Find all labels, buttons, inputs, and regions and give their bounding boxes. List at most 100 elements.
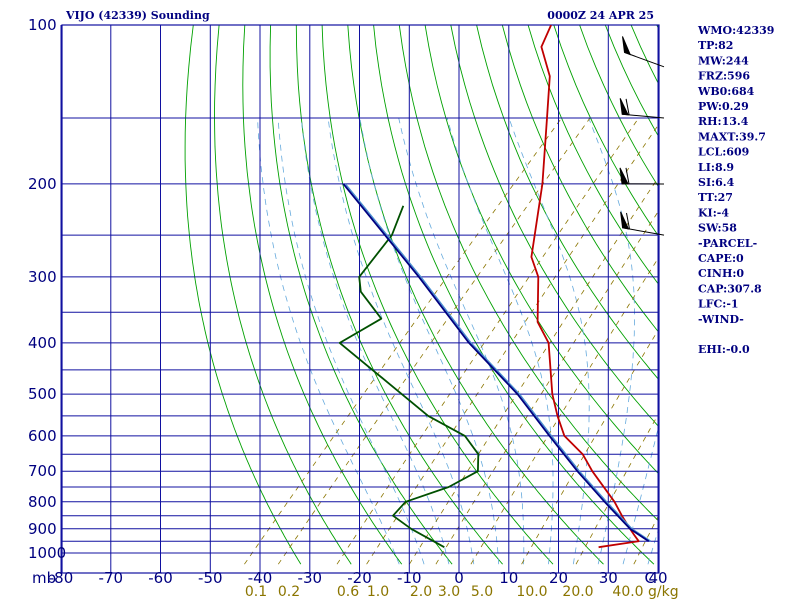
mixing-ratio-line bbox=[575, 412, 659, 565]
dry-adiabat bbox=[398, 25, 659, 523]
moist-adiabat bbox=[508, 117, 590, 565]
mixing-ratio-label: 0.1 bbox=[245, 584, 267, 600]
temp-unit-label: C bbox=[645, 569, 655, 587]
pressure-tick-label: 100 bbox=[28, 16, 57, 34]
dry-adiabat bbox=[501, 25, 659, 334]
mixing-ratio-label: 20.0 bbox=[562, 584, 593, 600]
mixing-ratio-label: 2.0 bbox=[410, 584, 432, 600]
temp-tick-label: -80 bbox=[49, 569, 74, 587]
valid-time: 0000Z 24 APR 25 bbox=[547, 9, 654, 22]
sounding-index: RH:13.4 bbox=[698, 115, 749, 128]
wind-barb-feather bbox=[626, 212, 630, 230]
sounding-index: FRZ:596 bbox=[698, 70, 750, 83]
mixing-ratio-unit: g/kg bbox=[648, 584, 679, 600]
mixing-ratio-label: 1.0 bbox=[367, 584, 389, 600]
wind-barb-staff bbox=[624, 51, 665, 68]
sounding-index: PW:0.29 bbox=[698, 100, 749, 113]
sounding-index: EHI:-0.0 bbox=[698, 343, 750, 356]
pressure-tick-label: 700 bbox=[28, 462, 57, 480]
temp-tick-label: 40 bbox=[648, 569, 667, 587]
mixing-ratio-line bbox=[521, 327, 659, 565]
wind-barb-staff bbox=[622, 227, 665, 236]
mixing-ratio-line bbox=[435, 209, 659, 565]
parcel-trace-light bbox=[344, 183, 652, 542]
wind-barb-flag bbox=[620, 211, 630, 230]
moist-adiabat bbox=[257, 117, 400, 565]
temp-tick-label: 30 bbox=[599, 569, 618, 587]
dewpoint-profile bbox=[338, 205, 480, 548]
dry-adiabat bbox=[579, 25, 659, 189]
sounding-index: SI:6.4 bbox=[698, 176, 735, 189]
mixing-ratio-label: 5.0 bbox=[471, 584, 493, 600]
wind-barb bbox=[622, 36, 665, 68]
mixing-ratio-label: 3.0 bbox=[438, 584, 460, 600]
temp-tick-label: -40 bbox=[248, 569, 273, 587]
sounding-index: LI:8.9 bbox=[698, 161, 734, 174]
mixing-ratio-line bbox=[366, 123, 659, 565]
dry-adiabat bbox=[373, 25, 655, 565]
wind-barb-staff bbox=[622, 113, 665, 119]
index-panel: WMO:42339 TP:82 MW:244 FRZ:596 WB0:684 PW:0.2… bbox=[697, 24, 774, 356]
sounding-index: LFC:-1 bbox=[698, 298, 739, 311]
moist-adiabat bbox=[300, 117, 450, 565]
temp-tick-label: -50 bbox=[198, 569, 223, 587]
dry-adiabat bbox=[347, 25, 604, 565]
sounding-index: TP:82 bbox=[698, 39, 733, 52]
wind-barb bbox=[620, 211, 665, 236]
mixing-ratio-label: 10.0 bbox=[516, 584, 547, 600]
dry-adiabat bbox=[295, 25, 503, 565]
sounding-index: CINH:0 bbox=[698, 267, 744, 280]
sounding-index: SW:58 bbox=[698, 222, 737, 235]
temp-tick-label: 0 bbox=[454, 569, 464, 587]
dry-adiabat bbox=[527, 25, 659, 286]
mixing-ratio-line bbox=[277, 117, 591, 565]
wind-barb-flag bbox=[619, 167, 629, 185]
dry-adiabat bbox=[269, 25, 453, 565]
temp-tick-label: -30 bbox=[298, 569, 323, 587]
temp-tick-label: -10 bbox=[397, 569, 422, 587]
dry-adiabat bbox=[424, 25, 659, 475]
pressure-tick-label: 400 bbox=[28, 334, 57, 352]
wind-barb bbox=[619, 167, 665, 185]
dry-adiabat bbox=[786, 25, 800, 564]
sounding-index: MAXT:39.7 bbox=[698, 130, 766, 143]
dry-adiabat bbox=[214, 25, 352, 565]
wind-barb-flag bbox=[619, 98, 629, 116]
wind-barb bbox=[619, 98, 665, 119]
dry-adiabat bbox=[184, 25, 302, 565]
pressure-tick-label: 900 bbox=[28, 520, 57, 538]
mixing-ratio-label: 0.2 bbox=[278, 584, 300, 600]
station-title: VIJO (42339) Sounding bbox=[65, 9, 210, 22]
dry-adiabat bbox=[476, 25, 659, 381]
pressure-tick-label: 600 bbox=[28, 427, 57, 445]
wind-barb-feather bbox=[625, 98, 630, 115]
grid bbox=[60, 24, 660, 574]
pressure-tick-label: 1000 bbox=[28, 544, 66, 562]
sounding-index: MW:244 bbox=[698, 54, 749, 67]
wind-barb-flag bbox=[622, 36, 632, 56]
pressure-tick-label: 800 bbox=[28, 493, 57, 511]
sounding-index: KI:-4 bbox=[698, 206, 729, 219]
dry-adiabat bbox=[760, 25, 800, 564]
moist-adiabat bbox=[359, 117, 500, 565]
parcel-profile bbox=[342, 183, 650, 542]
temp-tick-label: -70 bbox=[99, 569, 124, 587]
temp-tick-label: -60 bbox=[148, 569, 173, 587]
sounding-index: WB0:684 bbox=[697, 85, 755, 98]
sounding-index: TT:27 bbox=[698, 191, 733, 204]
sounding-index: LCL:609 bbox=[698, 146, 749, 159]
sounding-index: CAPE:0 bbox=[698, 252, 744, 265]
sounding-index: -WIND- bbox=[698, 313, 744, 326]
wind-barb-feather bbox=[625, 167, 630, 184]
temp-tick-label: 20 bbox=[549, 569, 568, 587]
profiles bbox=[338, 25, 652, 549]
sounding-index: CAP:307.8 bbox=[698, 282, 762, 295]
mixing-ratio-line bbox=[409, 175, 659, 565]
mixing-ratio-label: 40.0 bbox=[612, 584, 643, 600]
pressure-unit-label: mb bbox=[32, 569, 56, 587]
temp-tick-label: 10 bbox=[499, 569, 518, 587]
mixing-ratio-label: 0.6 bbox=[337, 584, 359, 600]
plot-frame bbox=[61, 24, 660, 574]
